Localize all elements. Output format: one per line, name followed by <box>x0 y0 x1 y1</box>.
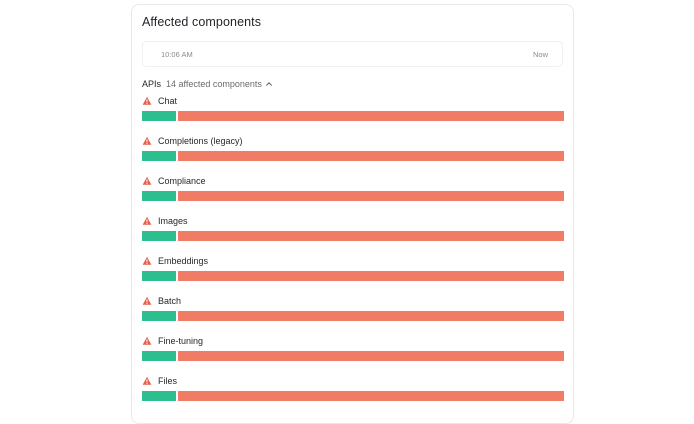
component-name: Compliance <box>158 176 206 186</box>
component-header: Files <box>142 375 177 387</box>
component-row: Files <box>142 375 564 405</box>
component-row: Compliance <box>142 175 564 205</box>
timeline-range: 10:06 AM Now <box>142 41 563 67</box>
operational-segment[interactable] <box>142 391 176 401</box>
outage-segment[interactable] <box>178 311 564 321</box>
warning-mark <box>146 219 148 223</box>
component-name: Batch <box>158 296 182 306</box>
operational-segment[interactable] <box>142 231 176 241</box>
outage-segment[interactable] <box>178 231 564 241</box>
operational-segment[interactable] <box>142 111 176 121</box>
warning-icon <box>142 136 152 145</box>
timeline-start-label: 10:06 AM <box>161 50 193 59</box>
component-uptime-bar[interactable] <box>142 111 564 121</box>
component-header: Fine-tuning <box>142 335 203 347</box>
warning-dot <box>146 223 148 224</box>
warning-icon <box>142 376 152 385</box>
outage-segment[interactable] <box>178 151 564 161</box>
group-name: APIs <box>142 79 162 89</box>
outage-segment[interactable] <box>178 111 564 121</box>
warning-mark <box>146 339 148 343</box>
component-header: Images <box>142 215 188 227</box>
component-uptime-bar[interactable] <box>142 231 564 241</box>
operational-segment[interactable] <box>142 191 176 201</box>
warning-dot <box>146 183 148 184</box>
outage-segment[interactable] <box>178 391 564 401</box>
component-header: Compliance <box>142 175 206 187</box>
warning-icon <box>142 96 152 105</box>
warning-dot <box>146 383 148 384</box>
warning-mark <box>146 99 148 103</box>
component-header: Batch <box>142 295 181 307</box>
component-name: Completions (legacy) <box>158 136 243 146</box>
operational-segment[interactable] <box>142 151 176 161</box>
component-name: Fine-tuning <box>158 336 204 346</box>
warning-dot <box>146 343 148 344</box>
component-header: Embeddings <box>142 255 208 267</box>
component-name: Files <box>158 376 178 386</box>
component-uptime-bar[interactable] <box>142 191 564 201</box>
warning-mark <box>146 299 148 303</box>
chevron-up-icon <box>266 82 272 86</box>
warning-icon <box>142 256 152 265</box>
component-name: Images <box>158 216 188 226</box>
warning-dot <box>146 143 148 144</box>
panel-title: Affected components <box>142 15 262 29</box>
warning-icon <box>142 176 152 185</box>
operational-segment[interactable] <box>142 351 176 361</box>
component-row: Fine-tuning <box>142 335 564 365</box>
component-header: Chat <box>142 95 177 107</box>
warning-dot <box>146 303 148 304</box>
component-header: Completions (legacy) <box>142 135 243 147</box>
warning-icon <box>142 336 152 345</box>
component-name: Chat <box>158 96 178 106</box>
component-uptime-bar[interactable] <box>142 391 564 401</box>
warning-icon <box>142 296 152 305</box>
component-uptime-bar[interactable] <box>142 151 564 161</box>
component-uptime-bar[interactable] <box>142 351 564 361</box>
component-uptime-bar[interactable] <box>142 311 564 321</box>
component-row: Chat <box>142 95 564 125</box>
outage-segment[interactable] <box>178 191 564 201</box>
affected-components-panel: Affected components 10:06 AM Now APIs 14… <box>131 4 574 424</box>
operational-segment[interactable] <box>142 271 176 281</box>
component-row: Batch <box>142 295 564 325</box>
warning-mark <box>146 259 148 263</box>
operational-segment[interactable] <box>142 311 176 321</box>
group-count: 14 affected components <box>166 79 262 89</box>
timeline-end-label: Now <box>532 50 548 59</box>
warning-dot <box>146 103 148 104</box>
warning-mark <box>146 139 148 143</box>
warning-mark <box>146 179 148 183</box>
component-name: Embeddings <box>158 256 209 266</box>
group-toggle-apis[interactable]: APIs 14 affected components <box>142 79 273 89</box>
component-row: Completions (legacy) <box>142 135 564 165</box>
outage-segment[interactable] <box>178 271 564 281</box>
component-row: Images <box>142 215 564 245</box>
component-uptime-bar[interactable] <box>142 271 564 281</box>
warning-mark <box>146 379 148 383</box>
outage-segment[interactable] <box>178 351 564 361</box>
component-row: Embeddings <box>142 255 564 285</box>
warning-icon <box>142 216 152 225</box>
warning-dot <box>146 263 148 264</box>
